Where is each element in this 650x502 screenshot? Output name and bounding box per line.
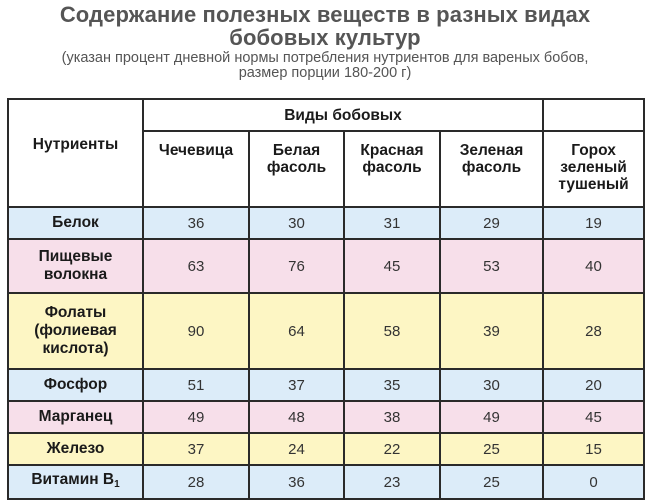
column-header-red-beans: Красная фасоль xyxy=(343,130,441,208)
value-cell-red-beans: 35 xyxy=(343,368,441,402)
nutrient-name: (фолиевая xyxy=(34,322,117,339)
nutrient-name-cell: Железо xyxy=(7,432,144,466)
nutrient-name: Пищевые xyxy=(38,248,113,265)
value-cell-red-beans: 58 xyxy=(343,292,441,370)
nutrient-name: Фосфор xyxy=(43,376,108,393)
value-cell-lentils: 63 xyxy=(142,238,250,294)
nutrient-name-cell: Витамин В1 xyxy=(7,464,144,500)
value-cell-red-beans: 38 xyxy=(343,400,441,434)
value-cell-white-beans: 76 xyxy=(248,238,345,294)
value-cell-red-beans: 45 xyxy=(343,238,441,294)
column-header-line: Белая xyxy=(272,142,321,159)
nutrient-name: Витамин В xyxy=(31,470,115,488)
value-cell-white-beans: 48 xyxy=(248,400,345,434)
empty-header-cell xyxy=(542,98,646,132)
column-header-line: Зеленая xyxy=(459,142,524,159)
value-cell-green-peas: 40 xyxy=(542,238,646,294)
nutrients-table: Нутриенты Виды бобовых Чечевица Белая фасо… xyxy=(7,98,646,500)
value-cell-green-peas: 20 xyxy=(542,368,646,402)
nutrient-name-wrap: Витамин В1 xyxy=(9,471,142,494)
column-header-line: Горох xyxy=(571,142,616,159)
value-cell-green-peas: 15 xyxy=(542,432,646,466)
value-cell-white-beans: 64 xyxy=(248,292,345,370)
column-header-line: Чечевица xyxy=(158,142,234,159)
column-header-line: Красная xyxy=(360,142,424,159)
value-cell-green-beans: 25 xyxy=(438,464,545,500)
column-header-line: тушеный xyxy=(558,176,629,193)
nutrient-name: Железо xyxy=(46,440,105,457)
value-cell-white-beans: 24 xyxy=(248,432,345,466)
value-cell-lentils: 37 xyxy=(142,432,250,466)
value-cell-red-beans: 23 xyxy=(343,464,441,500)
value-cell-lentils: 28 xyxy=(142,464,250,500)
value-cell-white-beans: 37 xyxy=(248,368,345,402)
legume-group-header: Виды бобовых xyxy=(141,98,545,132)
column-header-line: фасоль xyxy=(266,159,327,176)
table-body: Белок 36 30 31 29 19 Пищевые волокна 63 76 45 53 40 Ф… xyxy=(7,206,646,500)
value-cell-green-peas: 28 xyxy=(542,292,646,370)
subtitle-line-1: (указан процент дневной нормы потреблени… xyxy=(61,50,589,66)
nutrient-name: Марганец xyxy=(38,408,113,425)
nutrient-name-cell: Марганец xyxy=(7,400,144,434)
value-cell-green-peas: 45 xyxy=(542,400,646,434)
value-cell-lentils: 36 xyxy=(142,206,250,240)
value-cell-green-beans: 49 xyxy=(438,400,545,434)
nutrient-subscript: 1 xyxy=(114,478,120,490)
column-header-line: фасоль xyxy=(461,159,522,176)
column-header-lentils: Чечевица xyxy=(142,130,250,208)
table-row: Пищевые волокна 63 76 45 53 40 xyxy=(7,238,646,294)
nutrients-header: Нутриенты xyxy=(32,136,119,153)
value-cell-green-beans: 39 xyxy=(438,292,545,370)
title-line-1: Содержание полезных веществ в разных вид… xyxy=(59,2,591,27)
column-header-green-beans: Зеленая фасоль xyxy=(438,130,545,208)
nutrient-name-cell: Белок xyxy=(7,206,144,240)
table-row: Фосфор 51 37 35 30 20 xyxy=(7,368,646,402)
page-title: Содержание полезных веществ в разных вид… xyxy=(0,3,650,49)
table-row: Марганец 49 48 38 49 45 xyxy=(7,400,646,434)
nutrient-name-cell: Фолаты (фолиевая кислота) xyxy=(7,292,144,370)
value-cell-lentils: 49 xyxy=(142,400,250,434)
legume-group-label: Виды бобовых xyxy=(284,106,402,124)
value-cell-white-beans: 36 xyxy=(248,464,345,500)
title-line-2: бобовых культур xyxy=(229,25,421,50)
value-cell-white-beans: 30 xyxy=(248,206,345,240)
value-cell-green-peas: 19 xyxy=(542,206,646,240)
table-row: Витамин В1 28 36 23 25 0 xyxy=(7,464,646,500)
value-cell-green-beans: 53 xyxy=(438,238,545,294)
table-row: Фолаты (фолиевая кислота) 90 64 58 39 28 xyxy=(7,292,646,370)
column-header-line: зеленый xyxy=(560,159,627,176)
column-header-green-peas: Горох зеленый тушеный xyxy=(542,130,646,208)
nutrient-name: кислота) xyxy=(42,340,109,357)
column-header-white-beans: Белая фасоль xyxy=(248,130,345,208)
value-cell-lentils: 90 xyxy=(142,292,250,370)
page-header: Содержание полезных веществ в разных вид… xyxy=(0,0,650,81)
value-cell-green-beans: 30 xyxy=(438,368,545,402)
value-cell-red-beans: 22 xyxy=(343,432,441,466)
column-header-line: фасоль xyxy=(362,159,422,176)
subtitle-line-2: размер порции 180-200 г) xyxy=(238,65,412,81)
value-cell-green-beans: 25 xyxy=(438,432,545,466)
value-cell-red-beans: 31 xyxy=(343,206,441,240)
page-subtitle: (указан процент дневной нормы потреблени… xyxy=(0,51,650,81)
nutrient-name-cell: Фосфор xyxy=(7,368,144,402)
nutrient-name-cell: Пищевые волокна xyxy=(7,238,144,294)
column-header-row: Чечевица Белая фасоль Красная фасоль Зеленая ф… xyxy=(8,130,646,208)
value-cell-green-beans: 29 xyxy=(438,206,545,240)
nutrient-name: Фолаты xyxy=(44,304,107,321)
nutrient-name: волокна xyxy=(43,266,108,283)
value-cell-green-peas: 0 xyxy=(542,464,646,500)
nutrients-header-cell: Нутриенты xyxy=(7,98,144,208)
nutrient-name: Белок xyxy=(52,214,99,231)
value-cell-lentils: 51 xyxy=(142,368,250,402)
table-row: Белок 36 30 31 29 19 xyxy=(7,206,646,240)
table-row: Железо 37 24 22 25 15 xyxy=(7,432,646,466)
